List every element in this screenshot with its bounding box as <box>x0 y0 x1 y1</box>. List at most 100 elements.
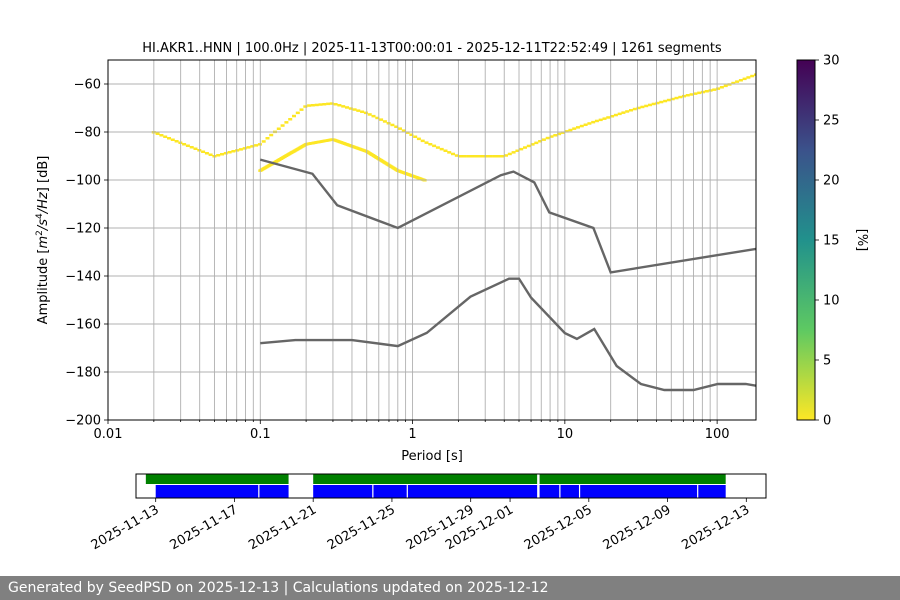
psd-outlier <box>470 155 474 158</box>
y-axis-label-part: Hz <box>36 191 51 209</box>
psd-outlier <box>621 111 626 114</box>
colorbar: 0 5 10 15 20 25 30 [%] <box>796 54 869 429</box>
psd-outlier <box>670 97 675 101</box>
timeline-gap <box>697 485 699 498</box>
psd-outlier <box>629 109 633 112</box>
plot-area <box>108 60 756 420</box>
psd-outlier <box>363 111 368 115</box>
psd-outlier <box>227 151 232 154</box>
psd-outlier <box>481 155 486 158</box>
psd-outlier <box>602 117 607 120</box>
psd-outlier <box>299 108 304 111</box>
y-tick-label: −160 <box>65 318 101 333</box>
colorbar-tick-label: 5 <box>823 354 831 369</box>
psd-outlier <box>326 102 331 106</box>
noise-model-line <box>259 158 756 274</box>
psd-outlier <box>432 144 437 148</box>
timeline-tick-label: 2025-12-09 <box>601 502 674 553</box>
timeline-tick-label: 2025-12-05 <box>522 502 595 553</box>
psd-outlier <box>163 135 168 138</box>
psd-outlier <box>208 153 213 156</box>
psd-outlier <box>242 147 247 150</box>
psd-outlier <box>723 84 728 88</box>
x-axis-label: Period [s] <box>401 449 463 464</box>
psd-outlier <box>557 132 562 136</box>
psd-outlier <box>371 114 376 118</box>
psd-outlier <box>174 140 179 143</box>
psd-outlier <box>238 148 243 151</box>
psd-outlier <box>538 140 543 143</box>
psd-outlier <box>451 152 455 156</box>
psd-outlier <box>511 151 516 154</box>
psd-outlier <box>413 135 418 138</box>
colorbar-tick-label: 20 <box>823 174 840 189</box>
psd-outlier <box>553 134 558 137</box>
psd-outlier <box>155 132 160 135</box>
psd-outlier <box>375 116 380 120</box>
psd-outlier <box>610 115 615 118</box>
psd-outlier <box>246 146 251 149</box>
psd-outlier <box>428 143 433 146</box>
psd-outlier <box>598 118 603 122</box>
psd-outlier <box>496 155 501 158</box>
psd-outlier <box>594 119 599 123</box>
psd-outlier <box>651 102 656 106</box>
timeline-interval <box>539 474 726 484</box>
psd-outlier <box>560 131 565 134</box>
psd-outlier <box>394 125 399 128</box>
noise-models <box>259 158 756 392</box>
timeline-interval <box>313 485 538 498</box>
y-tick-label: −200 <box>65 414 101 429</box>
psd-outlier <box>231 150 236 153</box>
y-tick-label: −100 <box>65 174 101 189</box>
psd-outlier <box>322 103 327 106</box>
colorbar-tick-label: 0 <box>823 414 831 429</box>
psd-outlier <box>201 150 206 153</box>
availability-timeline: 2025-11-13 2025-11-17 2025-11-21 2025-11-25… <box>89 473 767 553</box>
psd-outlier <box>549 135 554 138</box>
psd-outlier <box>754 73 756 76</box>
y-axis-label-part: 4 <box>35 213 45 219</box>
x-axis-ticks: 0.01 0.1 1 10 100 <box>94 420 730 442</box>
psd-outlier <box>685 94 690 97</box>
psd-density-band <box>151 73 756 182</box>
psd-outlier <box>750 74 755 78</box>
psd-outlier <box>314 103 319 107</box>
psd-outlier <box>261 140 266 143</box>
y-axis-label-part: m <box>36 236 51 249</box>
psd-outlier <box>742 77 747 81</box>
psd-outlier <box>530 143 535 146</box>
psd-outlier <box>424 141 429 144</box>
psd-outlier <box>507 152 512 156</box>
grid <box>107 60 756 421</box>
psd-outlier <box>401 129 406 132</box>
psd-outlier <box>541 138 546 141</box>
psd-outlier <box>439 147 444 151</box>
psd-outlier <box>488 155 493 158</box>
y-tick-label: −60 <box>74 78 101 93</box>
psd-outlier <box>295 111 300 115</box>
psd-outlier <box>504 154 508 157</box>
psd-outlier <box>292 114 296 118</box>
noise-model-line <box>260 277 756 392</box>
psd-outlier <box>265 137 270 140</box>
psd-outlier <box>182 143 187 146</box>
psd-outlier <box>405 131 410 134</box>
psd-outlier <box>337 104 342 107</box>
psd-outlier <box>348 107 353 110</box>
timeline-interval <box>145 474 289 484</box>
psd-outlier <box>576 126 580 129</box>
psd-outlier <box>280 124 285 127</box>
y-axis-label: Amplitude [m2/s4/Hz] [dB] <box>35 156 51 325</box>
psd-outlier <box>254 144 259 147</box>
psd-outlier <box>738 79 743 82</box>
psd-outlier <box>235 149 240 152</box>
psd-outlier <box>167 137 171 140</box>
y-axis-label-part: / <box>36 207 51 214</box>
psd-outlier <box>382 120 387 123</box>
y-axis-label-part: ] [dB] <box>36 156 51 193</box>
timeline-gap <box>559 485 561 498</box>
psd-outlier <box>352 108 357 111</box>
x-tick-label: 1 <box>408 427 416 442</box>
